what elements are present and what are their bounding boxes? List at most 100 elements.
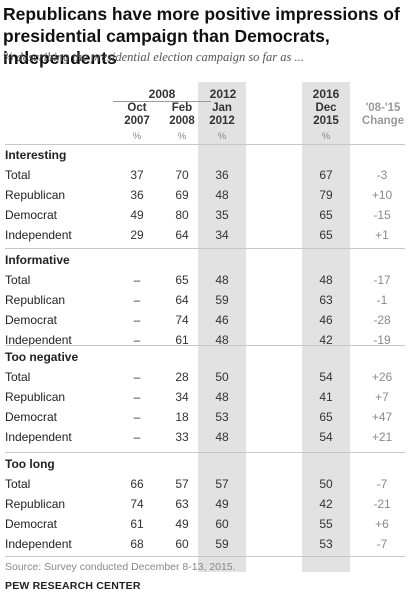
col-header-line2: 2008	[169, 115, 195, 127]
col-header-line2: 2015	[313, 115, 339, 127]
data-cell: 46	[319, 313, 333, 327]
change-value: -17	[373, 273, 391, 287]
data-cell: –	[133, 430, 141, 444]
col-header-line1: Jan	[212, 102, 232, 114]
data-cell: 55	[319, 517, 333, 531]
data-cell: 48	[319, 273, 333, 287]
data-cell: 49	[215, 497, 229, 511]
data-cell: 70	[175, 168, 189, 182]
col-header-line2: 2007	[124, 115, 150, 127]
data-cell: 48	[215, 390, 229, 404]
data-cell: 64	[175, 293, 189, 307]
data-cell: 74	[175, 313, 189, 327]
percent-sign: %	[217, 131, 227, 142]
data-cell: –	[133, 273, 141, 287]
data-cell: 65	[319, 410, 333, 424]
data-cell: 29	[130, 228, 144, 242]
data-cell: 57	[175, 477, 189, 491]
data-cell: 34	[175, 390, 189, 404]
change-value: -7	[376, 537, 388, 551]
change-value: +10	[371, 188, 393, 202]
data-cell: 33	[175, 430, 189, 444]
percent-sign: %	[132, 131, 142, 142]
source-note: Source: Survey conducted December 8-13, …	[5, 561, 236, 573]
brand-logo-text: PEW RESEARCH CENTER	[5, 580, 141, 592]
data-cell: 63	[175, 497, 189, 511]
change-value: +26	[371, 370, 393, 384]
data-cell: 61	[175, 333, 189, 347]
row-label: Republican	[5, 497, 66, 511]
data-cell: –	[133, 390, 141, 404]
change-value: -3	[376, 168, 388, 182]
row-label: Democrat	[5, 410, 58, 424]
data-cell: 63	[319, 293, 333, 307]
row-divider	[5, 452, 405, 453]
data-cell: 54	[319, 370, 333, 384]
data-cell: 36	[215, 168, 229, 182]
row-label: Total	[5, 273, 31, 287]
row-label: Republican	[5, 188, 66, 202]
change-value: -1	[376, 293, 388, 307]
data-cell: 49	[175, 517, 189, 531]
data-cell: –	[133, 410, 141, 424]
col-header-line1: Dec	[315, 102, 337, 114]
row-label: Total	[5, 168, 31, 182]
year-header-2012: 2012	[209, 87, 237, 101]
data-cell: 61	[130, 517, 144, 531]
change-value: +47	[371, 410, 393, 424]
section-title: Too negative	[5, 350, 79, 364]
row-label: Total	[5, 370, 31, 384]
row-label: Independent	[5, 333, 72, 347]
row-divider	[5, 248, 405, 249]
column-shade-2016	[302, 82, 350, 572]
data-cell: 49	[130, 208, 144, 222]
col-header-change: '08-'15 Change	[357, 102, 409, 128]
data-cell: –	[133, 293, 141, 307]
data-cell: 59	[215, 293, 229, 307]
change-value: -21	[373, 497, 391, 511]
row-divider	[5, 144, 405, 145]
year-header-2016: 2016	[312, 87, 340, 101]
row-label: Democrat	[5, 517, 58, 531]
data-cell: 69	[175, 188, 189, 202]
row-label: Democrat	[5, 313, 58, 327]
change-value: -7	[376, 477, 388, 491]
data-cell: 66	[130, 477, 144, 491]
year-header-2008: 2008	[113, 87, 211, 102]
column-shade-2012	[198, 82, 246, 572]
row-label: Independent	[5, 430, 72, 444]
col-header-line2: 2012	[209, 115, 235, 127]
section-title: Interesting	[5, 148, 67, 162]
row-label: Independent	[5, 228, 72, 242]
data-cell: –	[133, 370, 141, 384]
data-cell: 18	[175, 410, 189, 424]
data-cell: 50	[319, 477, 333, 491]
data-cell: 53	[215, 410, 229, 424]
data-cell: 42	[319, 497, 333, 511]
data-cell: 36	[130, 188, 144, 202]
data-cell: 42	[319, 333, 333, 347]
data-cell: –	[133, 313, 141, 327]
data-cell: 41	[319, 390, 333, 404]
data-cell: 64	[175, 228, 189, 242]
row-divider	[5, 556, 405, 557]
chart-subtitle: % describing the presidential election c…	[3, 50, 304, 64]
data-cell: 48	[215, 333, 229, 347]
col-header-line2: Change	[361, 115, 405, 127]
data-cell: 53	[319, 537, 333, 551]
data-cell: 34	[215, 228, 229, 242]
row-label: Republican	[5, 390, 66, 404]
data-cell: 35	[215, 208, 229, 222]
change-value: +7	[375, 390, 389, 404]
row-label: Independent	[5, 537, 72, 551]
data-cell: 54	[319, 430, 333, 444]
data-cell: –	[133, 333, 141, 347]
data-cell: 50	[215, 370, 229, 384]
change-value: +6	[375, 517, 389, 531]
section-title: Informative	[5, 253, 70, 267]
col-header-oct-2007: Oct 2007	[111, 102, 163, 128]
change-value: -28	[373, 313, 391, 327]
data-cell: 48	[215, 273, 229, 287]
data-cell: 65	[319, 228, 333, 242]
data-cell: 28	[175, 370, 189, 384]
